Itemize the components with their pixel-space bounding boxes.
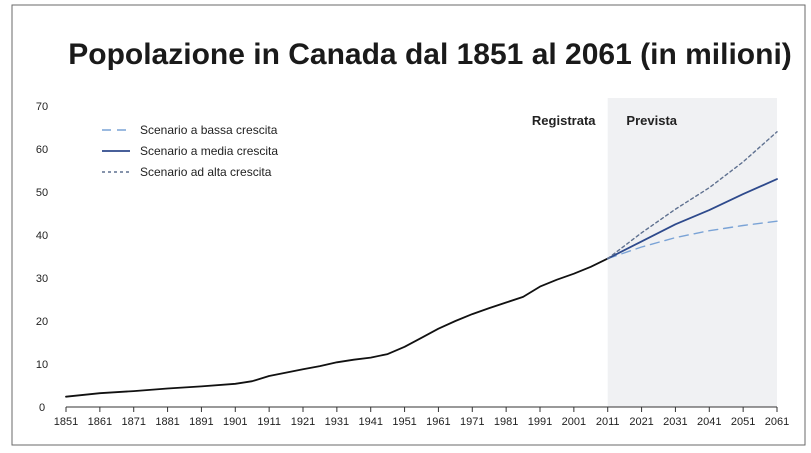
x-tick-label: 1961	[426, 416, 450, 428]
x-tick-label: 1851	[54, 416, 78, 428]
x-axis: 1851 1861 1871 1881 1891 1901 1911 1921 1931 1941…	[54, 406, 789, 428]
legend-label-low: Scenario a bassa crescita	[140, 123, 278, 137]
series-layer	[65, 131, 778, 398]
chart-title: Popolazione in Canada dal 1851 al 2061 (…	[68, 38, 792, 71]
x-tick-label: 1971	[460, 416, 484, 428]
x-tick-label: 1931	[325, 416, 349, 428]
x-tick-label: 1871	[121, 416, 145, 428]
x-tick-label: 1981	[494, 416, 518, 428]
y-tick-label: 30	[36, 273, 48, 285]
y-tick-label: 20	[36, 316, 48, 328]
x-tick-label: 1891	[189, 416, 213, 428]
legend-label-high: Scenario ad alta crescita	[140, 165, 272, 179]
y-tick-label: 10	[36, 359, 48, 371]
x-tick-label: 1881	[155, 416, 179, 428]
y-tick-label: 0	[39, 402, 45, 414]
x-tick-label: 2041	[697, 416, 721, 428]
x-tick-label: 1991	[528, 416, 552, 428]
series-line-low	[607, 220, 778, 260]
legend-label-medium: Scenario a media crescita	[140, 144, 278, 158]
x-tick-label: 1901	[223, 416, 247, 428]
legend: Scenario a bassa crescita Scenario a medi…	[102, 123, 278, 179]
x-tick-label: 1911	[257, 416, 281, 428]
x-tick-label: 1941	[358, 416, 382, 428]
x-tick-label: 1921	[291, 416, 315, 428]
series-line-high	[607, 131, 778, 260]
y-tick-label: 70	[36, 101, 48, 113]
x-tick-label: 2031	[663, 416, 687, 428]
y-tick-label: 60	[36, 144, 48, 156]
series-line-recorded	[65, 257, 609, 398]
y-tick-label: 50	[36, 187, 48, 199]
y-tick-label: 40	[36, 230, 48, 242]
chart-frame	[11, 4, 806, 446]
x-tick-label: 2021	[629, 416, 653, 428]
x-tick-label: 1951	[392, 416, 416, 428]
x-tick-label: 2051	[731, 416, 755, 428]
x-tick-label: 1861	[88, 416, 112, 428]
x-tick-label: 2001	[562, 416, 586, 428]
region-label-forecast: Prevista	[626, 113, 677, 128]
x-tick-label: 2011	[596, 416, 620, 428]
x-tick-label: 2061	[765, 416, 789, 428]
y-axis: 0 10 20 30 40 50 60 70	[36, 101, 48, 414]
forecast-region	[607, 98, 777, 407]
series-line-medium	[606, 178, 778, 260]
region-label-recorded: Registrata	[532, 113, 596, 128]
